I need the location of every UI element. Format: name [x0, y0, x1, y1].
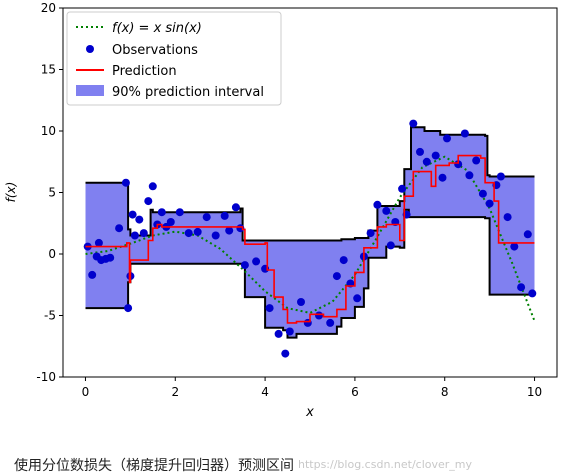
- observation-point: [297, 298, 305, 306]
- x-tick-label: 6: [351, 385, 359, 399]
- observation-point: [366, 229, 375, 238]
- prediction-layer: [85, 154, 535, 324]
- observation-point: [106, 253, 115, 262]
- observation-point: [115, 224, 124, 233]
- x-tick-label: 10: [527, 385, 542, 399]
- observation-point: [265, 304, 274, 313]
- axis-ticks-layer: 0 2 4 6 8 10 -10 -5 0 5 10 15 20: [36, 1, 542, 399]
- legend-label-prediction: Prediction: [112, 64, 177, 79]
- observation-point: [135, 215, 144, 224]
- observation-point: [94, 238, 103, 247]
- observation-point: [523, 230, 532, 239]
- observation-point: [510, 242, 519, 251]
- y-tick-label: 10: [41, 124, 56, 138]
- observation-point: [409, 119, 418, 128]
- observation-point: [175, 208, 184, 217]
- observation-point: [285, 327, 294, 336]
- y-tick-label: 20: [41, 1, 56, 15]
- observation-point: [231, 203, 240, 212]
- interval-fill-layer: [85, 127, 535, 338]
- legend-label-interval: 90% prediction interval: [112, 85, 264, 100]
- observation-point: [211, 231, 220, 240]
- observation-point: [148, 182, 157, 191]
- observation-point: [124, 304, 133, 313]
- observation-point: [431, 151, 440, 160]
- legend-box: [66, 11, 282, 106]
- y-tick-label: -5: [44, 309, 56, 323]
- y-axis-label: f(x): [4, 182, 18, 203]
- observation-point: [240, 261, 249, 270]
- observation-point: [315, 311, 323, 320]
- x-tick-label: 0: [82, 385, 90, 399]
- x-tick-label: 8: [441, 385, 449, 399]
- prediction-line: [85, 154, 535, 324]
- observation-point: [157, 208, 166, 217]
- x-tick-label: 2: [171, 385, 179, 399]
- observation-point: [252, 257, 261, 266]
- observation-point: [373, 200, 382, 209]
- observation-point: [398, 184, 407, 193]
- observation-point: [193, 227, 202, 236]
- x-tick-label: 4: [261, 385, 269, 399]
- y-tick-label: -10: [36, 370, 56, 384]
- legend-label-observations: Observations: [112, 43, 198, 58]
- observation-point: [503, 213, 512, 222]
- legend: f(x) = x sin(x) Observations Prediction …: [66, 11, 282, 106]
- y-tick-label: 15: [41, 63, 56, 77]
- observation-point: [274, 329, 283, 338]
- observation-point: [478, 189, 487, 198]
- observations-layer: [83, 119, 537, 358]
- y-tick-label: 0: [48, 247, 56, 261]
- observation-point: [202, 213, 211, 222]
- observation-point: [386, 241, 395, 250]
- observation-point: [332, 272, 341, 281]
- observation-point: [281, 349, 290, 358]
- y-tick-label: 5: [48, 186, 56, 200]
- observation-point: [88, 270, 97, 279]
- observation-point: [422, 157, 431, 166]
- observation-point: [130, 231, 139, 240]
- legend-label-true-fn: f(x) = x sin(x): [112, 21, 202, 36]
- observation-point: [121, 178, 130, 187]
- observation-point: [184, 229, 193, 238]
- legend-swatch-interval: [76, 85, 104, 96]
- watermark-url: https://blog.csdn.net/clover_my: [298, 458, 473, 471]
- observation-point: [517, 283, 526, 292]
- figure-caption: 使用分位数损失（梯度提升回归器）预测区间: [14, 458, 294, 474]
- x-axis-label: x: [305, 405, 314, 420]
- observation-point: [496, 172, 505, 181]
- observation-point: [472, 156, 481, 165]
- observation-point: [460, 129, 469, 138]
- observation-point: [443, 134, 451, 143]
- observation-point: [326, 318, 335, 327]
- observation-point: [485, 199, 494, 208]
- observation-point: [438, 173, 447, 182]
- observation-point: [139, 229, 148, 238]
- observation-point: [166, 218, 175, 226]
- legend-swatch-observations: [86, 45, 94, 53]
- observation-point: [465, 171, 474, 180]
- interval-fill: [85, 127, 535, 338]
- observation-point: [144, 197, 153, 206]
- observation-point: [225, 226, 234, 235]
- observation-point: [353, 294, 362, 303]
- observation-point: [416, 147, 424, 156]
- observation-point: [128, 210, 137, 219]
- observation-point: [382, 206, 391, 215]
- observation-point: [339, 256, 348, 265]
- observation-point: [528, 289, 537, 298]
- observation-point: [220, 211, 229, 220]
